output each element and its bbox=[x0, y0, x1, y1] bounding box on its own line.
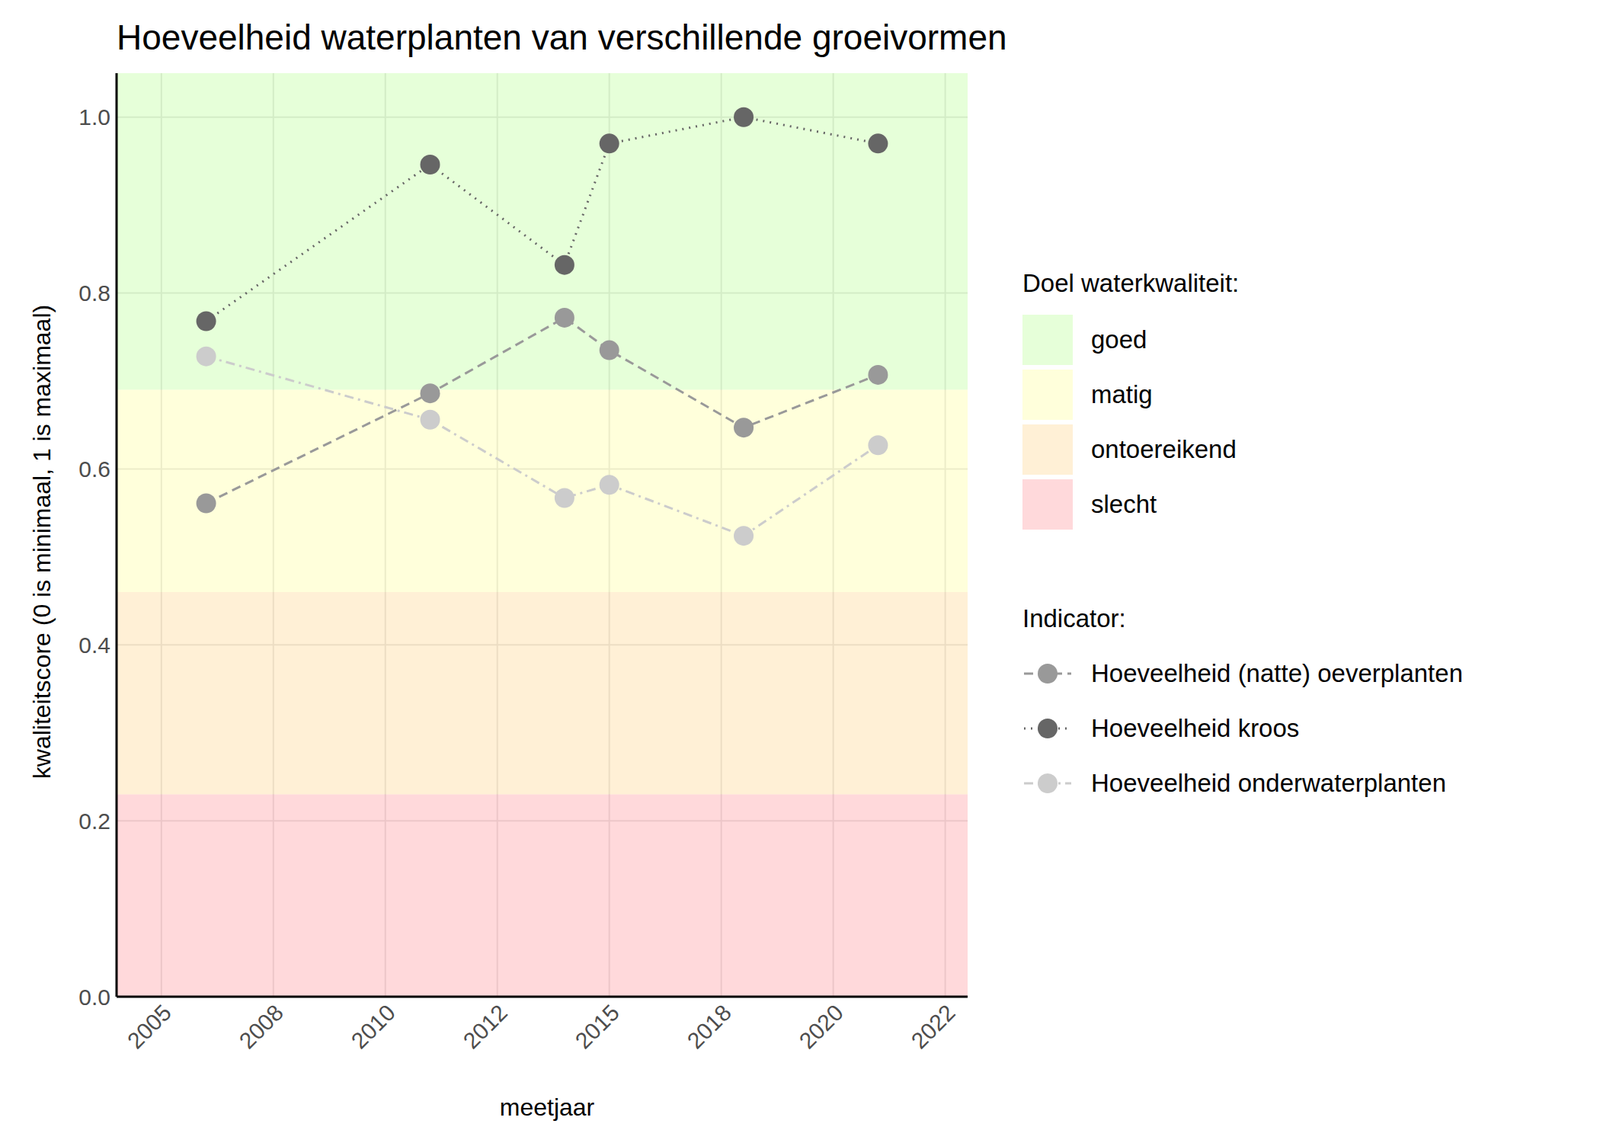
svg-text:2005: 2005 bbox=[122, 999, 177, 1054]
svg-text:2012: 2012 bbox=[457, 999, 512, 1054]
html-text:Hoeveelheid kroos: Hoeveelheid kroos bbox=[1091, 713, 1300, 743]
svg-text:2022: 2022 bbox=[905, 999, 960, 1054]
svg-text:0.4: 0.4 bbox=[78, 632, 111, 658]
svg-text:0.2: 0.2 bbox=[78, 808, 111, 834]
html-text:goed: goed bbox=[1091, 325, 1147, 354]
html-text:Indicator:: Indicator: bbox=[1022, 604, 1126, 633]
html-text:slecht: slecht bbox=[1091, 489, 1157, 519]
html-text:ontoereikend: ontoereikend bbox=[1091, 435, 1237, 464]
html-text:Doel waterkwaliteit:: Doel waterkwaliteit: bbox=[1022, 268, 1240, 298]
svg-text:2010: 2010 bbox=[346, 999, 401, 1054]
html-text:meetjaar: meetjaar bbox=[499, 1092, 595, 1121]
svg-text:2018: 2018 bbox=[681, 999, 736, 1054]
svg-text:2020: 2020 bbox=[793, 999, 848, 1054]
svg-text:2015: 2015 bbox=[569, 999, 624, 1054]
html-text:Hoeveelheid onderwaterplanten: Hoeveelheid onderwaterplanten bbox=[1091, 768, 1447, 797]
html-text:Hoeveelheid waterplanten van v: Hoeveelheid waterplanten van verschillen… bbox=[116, 17, 1007, 58]
svg-text:0.8: 0.8 bbox=[78, 280, 111, 306]
svg-text:0.0: 0.0 bbox=[78, 984, 111, 1010]
svg-text:1.0: 1.0 bbox=[78, 104, 111, 130]
html-text:matig: matig bbox=[1091, 380, 1153, 409]
svg-text:2008: 2008 bbox=[234, 999, 289, 1054]
html-text:Hoeveelheid (natte) oeverplant: Hoeveelheid (natte) oeverplanten bbox=[1091, 659, 1463, 688]
html-text:kwaliteitscore (0 is minimaal,: kwaliteitscore (0 is minimaal, 1 is maxi… bbox=[27, 304, 56, 779]
svg-text:0.6: 0.6 bbox=[78, 456, 111, 482]
